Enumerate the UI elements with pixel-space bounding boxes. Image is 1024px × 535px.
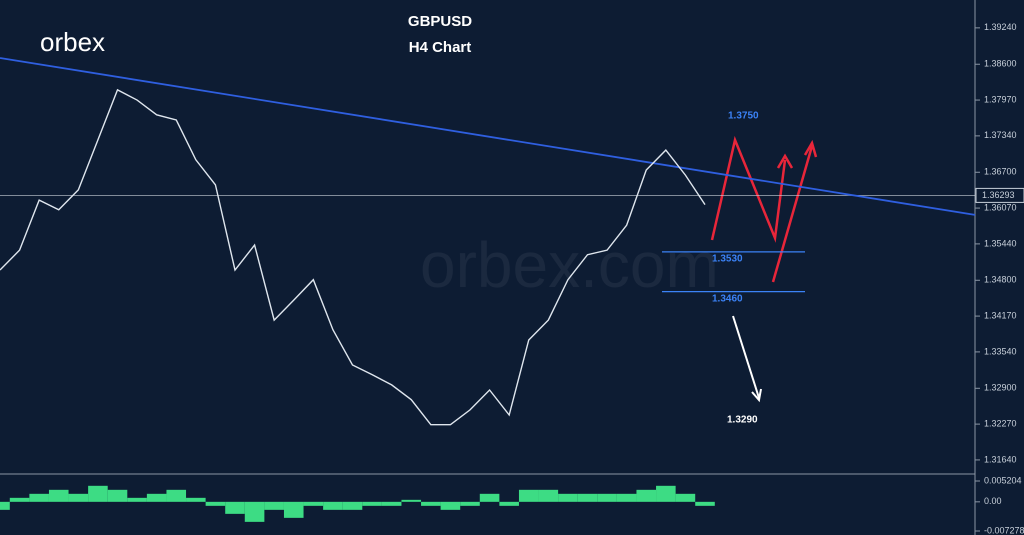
y-tick-label: 1.39240 (984, 22, 1017, 32)
y-tick-label: 1.36700 (984, 167, 1017, 177)
watermark: orbex.com (420, 229, 719, 301)
bar (68, 493, 89, 502)
bar (538, 489, 559, 502)
bar (0, 501, 10, 510)
bar (616, 493, 637, 502)
bar (656, 485, 676, 502)
bar (401, 499, 422, 502)
bar (421, 501, 441, 506)
bar (440, 501, 461, 510)
y-tick-label: 1.37340 (984, 130, 1017, 140)
y-tick-label: 1.36070 (984, 202, 1017, 212)
bar (518, 489, 539, 502)
bar (499, 501, 519, 506)
annotation: 1.3290 (727, 415, 758, 426)
bar (264, 501, 284, 510)
y-tick-label: 1.32270 (984, 418, 1017, 428)
y-tick-label: 1.34170 (984, 310, 1017, 320)
bar (695, 501, 715, 506)
bar (107, 489, 128, 502)
y-tick-label: 1.35440 (984, 238, 1017, 248)
logo: orbex (40, 27, 105, 57)
bar (303, 501, 324, 506)
chart-subtitle: H4 Chart (409, 39, 472, 56)
bar (88, 485, 108, 502)
bar (362, 501, 382, 506)
chart-title: GBPUSD (408, 13, 472, 30)
bar (323, 501, 343, 510)
bar (48, 489, 69, 502)
y-tick-label: 1.33540 (984, 346, 1017, 356)
bar (597, 493, 617, 502)
bar (244, 501, 265, 522)
bar (127, 497, 147, 502)
bar (381, 501, 402, 506)
y-tick-label: 1.37970 (984, 94, 1017, 104)
up-path (710, 135, 787, 243)
bar (283, 501, 304, 518)
trendline (0, 57, 976, 216)
scenario-arrows (710, 135, 818, 283)
bar (205, 501, 226, 506)
y-tick-label: 0.00 (984, 496, 1002, 506)
bar (166, 489, 187, 502)
bar (225, 501, 245, 514)
bar (342, 501, 363, 510)
bar (460, 501, 480, 506)
y-tick-label: -0.007278 (984, 525, 1024, 535)
arrow-head (751, 388, 762, 403)
bar (636, 489, 657, 502)
arrow-head (803, 139, 818, 158)
y-tick-label: 1.38600 (984, 59, 1017, 69)
y-tick-label: 0.005204 (984, 475, 1022, 485)
current-price-label: 1.36293 (982, 190, 1015, 200)
down-path (732, 315, 760, 399)
bar (146, 493, 167, 502)
y-tick-label: 1.34800 (984, 275, 1017, 285)
bar (29, 493, 49, 502)
bar (675, 493, 696, 502)
annotation: 1.3750 (728, 111, 759, 122)
price-line (0, 88, 706, 426)
level-label: 1.3460 (712, 293, 743, 304)
bar (186, 497, 206, 502)
level-label: 1.3530 (712, 253, 743, 264)
bar (479, 493, 500, 502)
arrow-head (776, 153, 794, 169)
current-price-box (975, 187, 1024, 203)
bar (558, 493, 578, 502)
bar (577, 493, 598, 502)
down-arrow (732, 315, 762, 403)
bar (9, 497, 30, 502)
y-tick-label: 1.31640 (984, 454, 1017, 464)
up-path (771, 145, 814, 283)
y-tick-label: 1.32900 (984, 383, 1017, 393)
